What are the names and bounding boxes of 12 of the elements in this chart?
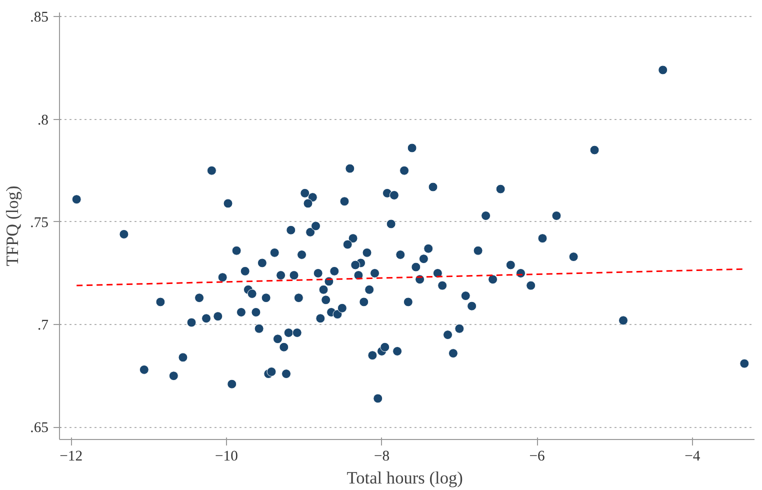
y-tick-label: .85 — [30, 10, 49, 26]
x-tick-label: −10 — [214, 448, 238, 464]
y-tick-label: .75 — [30, 214, 49, 231]
y-tick-label: .7 — [38, 318, 49, 334]
x-tick-label: −6 — [529, 448, 545, 464]
y-tick-label: .8 — [38, 112, 49, 128]
x-tick-label: −8 — [374, 448, 390, 464]
y-tick-label: .65 — [30, 420, 49, 436]
x-axis-title: Total hours (log) — [346, 468, 464, 488]
x-tick-label: −12 — [60, 448, 83, 464]
x-tick-label: −4 — [684, 448, 701, 464]
y-axis-title: TFPQ (log) — [3, 186, 22, 266]
